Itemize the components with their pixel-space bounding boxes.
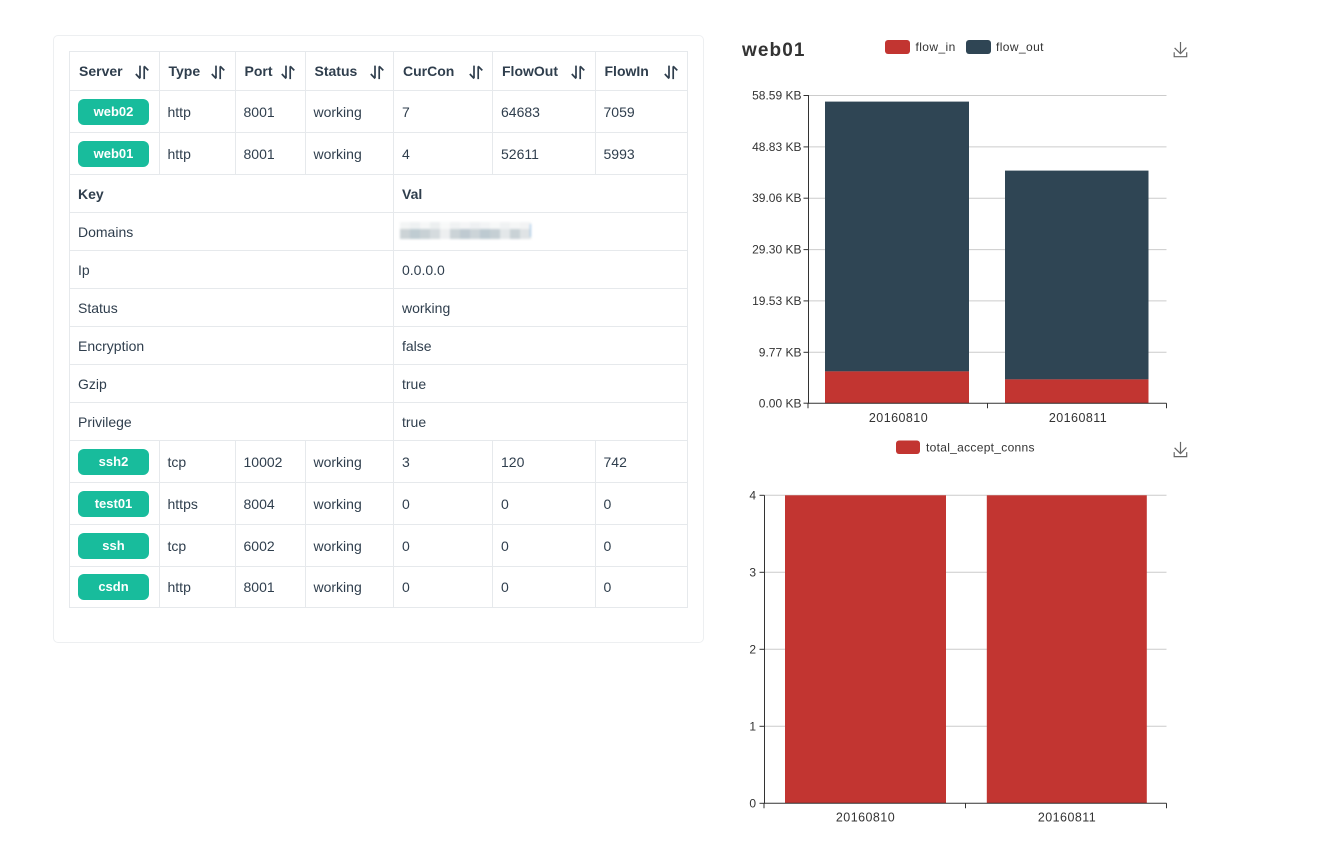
svg-text:9.77 KB: 9.77 KB xyxy=(759,345,802,359)
svg-text:flow_out: flow_out xyxy=(996,40,1044,54)
svg-text:20160811: 20160811 xyxy=(1049,411,1107,425)
svg-text:58.59 KB: 58.59 KB xyxy=(752,89,801,103)
svg-text:20160811: 20160811 xyxy=(1038,810,1096,824)
svg-text:total_accept_conns: total_accept_conns xyxy=(926,440,1035,454)
svg-text:flow_in: flow_in xyxy=(916,40,956,54)
svg-text:39.06 KB: 39.06 KB xyxy=(752,191,801,205)
svg-text:29.30 KB: 29.30 KB xyxy=(752,243,801,257)
svg-text:3: 3 xyxy=(749,565,756,579)
svg-text:19.53 KB: 19.53 KB xyxy=(752,294,801,308)
svg-text:0.00 KB: 0.00 KB xyxy=(759,397,802,411)
svg-text:4: 4 xyxy=(749,488,756,502)
svg-text:2: 2 xyxy=(749,642,756,656)
svg-text:48.83 KB: 48.83 KB xyxy=(752,140,801,154)
svg-text:20160810: 20160810 xyxy=(836,810,895,824)
svg-text:20160810: 20160810 xyxy=(869,411,928,425)
svg-text:web01: web01 xyxy=(741,40,806,61)
svg-text:1: 1 xyxy=(749,719,756,733)
svg-text:0: 0 xyxy=(749,796,756,810)
